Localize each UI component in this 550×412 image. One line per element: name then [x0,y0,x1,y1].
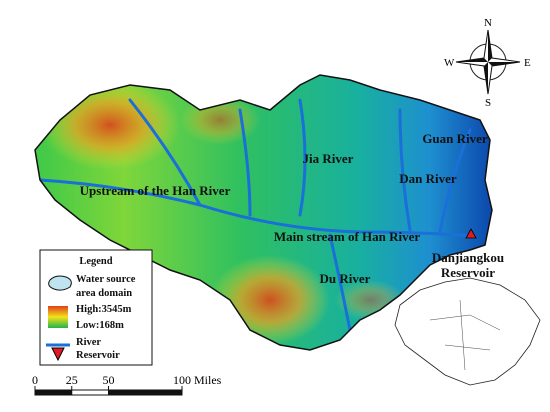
scale-label: 25 [66,373,78,387]
scale-segment [108,389,183,396]
legend-label: Water source [76,274,136,285]
scale-label: 50 [103,373,115,387]
scale-label: 0 [32,373,38,387]
scale-segment [34,389,73,396]
scale-bar: 0 25 50 100 Miles [32,373,222,396]
legend-label: Reservoir [76,350,120,361]
compass-n: N [484,17,492,29]
legend-label: High:3545m [76,304,132,315]
map-label: Danjiangkou [432,250,504,265]
compass-s: S [485,97,491,109]
compass-w: W [444,57,455,69]
legend-label: area domain [76,288,132,299]
map-label: Jia River [303,151,354,166]
compass-e: E [524,57,531,69]
compass: N E S W [444,17,531,109]
inset-borders [429,299,501,371]
china-inset [394,277,541,386]
map-label: Main stream of Han River [274,229,421,244]
legend-title: Legend [79,256,112,267]
map-label: Dan River [399,171,457,186]
map-label: Reservoir [441,265,495,280]
legend-label: Low:168m [76,320,124,331]
map-label: Upstream of the Han River [80,183,231,198]
legend: Legend Water source area domain High:3545m… [39,249,153,366]
legend-label: River [76,337,101,348]
scale-unit: Miles [194,373,222,387]
scale-segment [71,389,109,396]
scale-label: 100 [173,373,191,387]
map-label: Guan River [422,131,488,146]
reservoir-marker [465,228,477,239]
map-label: Du River [320,271,371,286]
map-labels: Upstream of the Han River Jia River Guan R… [80,131,504,286]
